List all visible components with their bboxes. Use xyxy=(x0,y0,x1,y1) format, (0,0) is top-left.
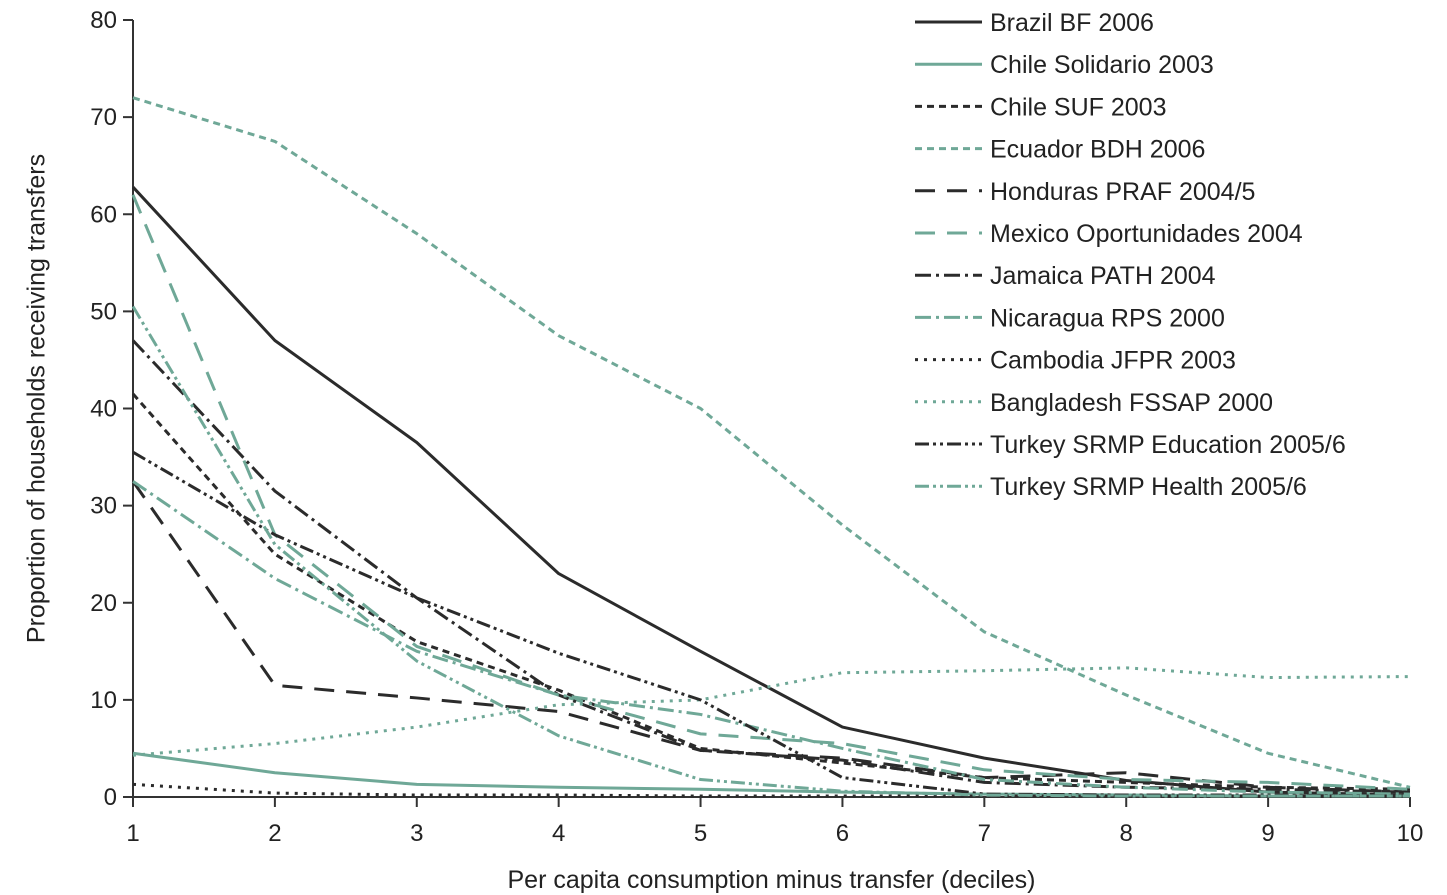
series-line-nicaragua-rps-2000 xyxy=(132,480,1411,796)
y-tick-label: 50 xyxy=(90,298,117,325)
series-line-chile-suf-2003 xyxy=(131,392,1411,791)
series-line-jamaica-path-2004 xyxy=(131,339,1411,794)
series-line-mexico-oportunidades-2004 xyxy=(131,194,1411,791)
y-tick-label: 70 xyxy=(90,104,117,131)
x-tick-label: 1 xyxy=(126,820,139,847)
x-tick-label: 6 xyxy=(836,820,849,847)
y-tick-label: 80 xyxy=(90,7,117,34)
legend-label-bangladesh-fssap-2000: Bangladesh FSSAP 2000 xyxy=(990,389,1273,417)
x-tick-label: 5 xyxy=(694,820,707,847)
legend-label-nicaragua-rps-2000: Nicaragua RPS 2000 xyxy=(990,304,1225,332)
legend: Brazil BF 2006 Chile Solidario 2003 Chile … xyxy=(915,9,1346,501)
series-line-ecuador-bdh-2006 xyxy=(132,96,1411,789)
legend-label-cambodia-jfpr-2003: Cambodia JFPR 2003 xyxy=(990,347,1236,375)
y-tick-label: 10 xyxy=(90,687,117,714)
series-lines xyxy=(131,96,1411,798)
series-line-honduras-praf-2004-5 xyxy=(131,480,1411,794)
legend-label-honduras-praf-2004-5: Honduras PRAF 2004/5 xyxy=(990,178,1255,206)
legend-label-mexico-oportunidades-2004: Mexico Oportunidades 2004 xyxy=(990,220,1303,248)
ticks: 0 10 20 30 40 50 60 70 80 1 2 3 4 5 6 7 8 9 10 xyxy=(90,7,1423,847)
series-line-turkey-srmp-health-2005-6 xyxy=(131,305,1410,798)
series-line-turkey-srmp-education-2005-6 xyxy=(132,450,1411,798)
series-line-bangladesh-fssap-2000 xyxy=(132,666,1411,757)
legend-label-chile-solidario-2003: Chile Solidario 2003 xyxy=(990,51,1214,79)
legend-label-jamaica-path-2004: Jamaica PATH 2004 xyxy=(990,262,1216,290)
legend-label-ecuador-bdh-2006: Ecuador BDH 2006 xyxy=(990,136,1205,164)
x-tick-label: 10 xyxy=(1397,820,1424,847)
y-tick-label: 30 xyxy=(90,493,117,520)
x-tick-label: 7 xyxy=(978,820,991,847)
x-tick-label: 8 xyxy=(1120,820,1133,847)
x-tick-label: 4 xyxy=(552,820,565,847)
x-axis-title: Per capita consumption minus transfer (d… xyxy=(507,866,1035,894)
legend-label-turkey-srmp-education-2005-6: Turkey SRMP Education 2005/6 xyxy=(990,431,1346,459)
y-tick-label: 40 xyxy=(90,396,117,423)
legend-label-chile-suf-2003: Chile SUF 2003 xyxy=(990,93,1166,121)
x-tick-label: 3 xyxy=(410,820,423,847)
x-tick-label: 2 xyxy=(268,820,281,847)
y-tick-label: 0 xyxy=(104,784,117,811)
y-tick-label: 60 xyxy=(90,201,117,228)
legend-label-brazil-bf-2006: Brazil BF 2006 xyxy=(990,9,1154,37)
x-tick-label: 9 xyxy=(1261,820,1274,847)
legend-label-turkey-srmp-health-2005-6: Turkey SRMP Health 2005/6 xyxy=(990,473,1307,501)
y-axis-title: Proportion of households receiving trans… xyxy=(23,154,51,643)
y-tick-label: 20 xyxy=(90,590,117,617)
